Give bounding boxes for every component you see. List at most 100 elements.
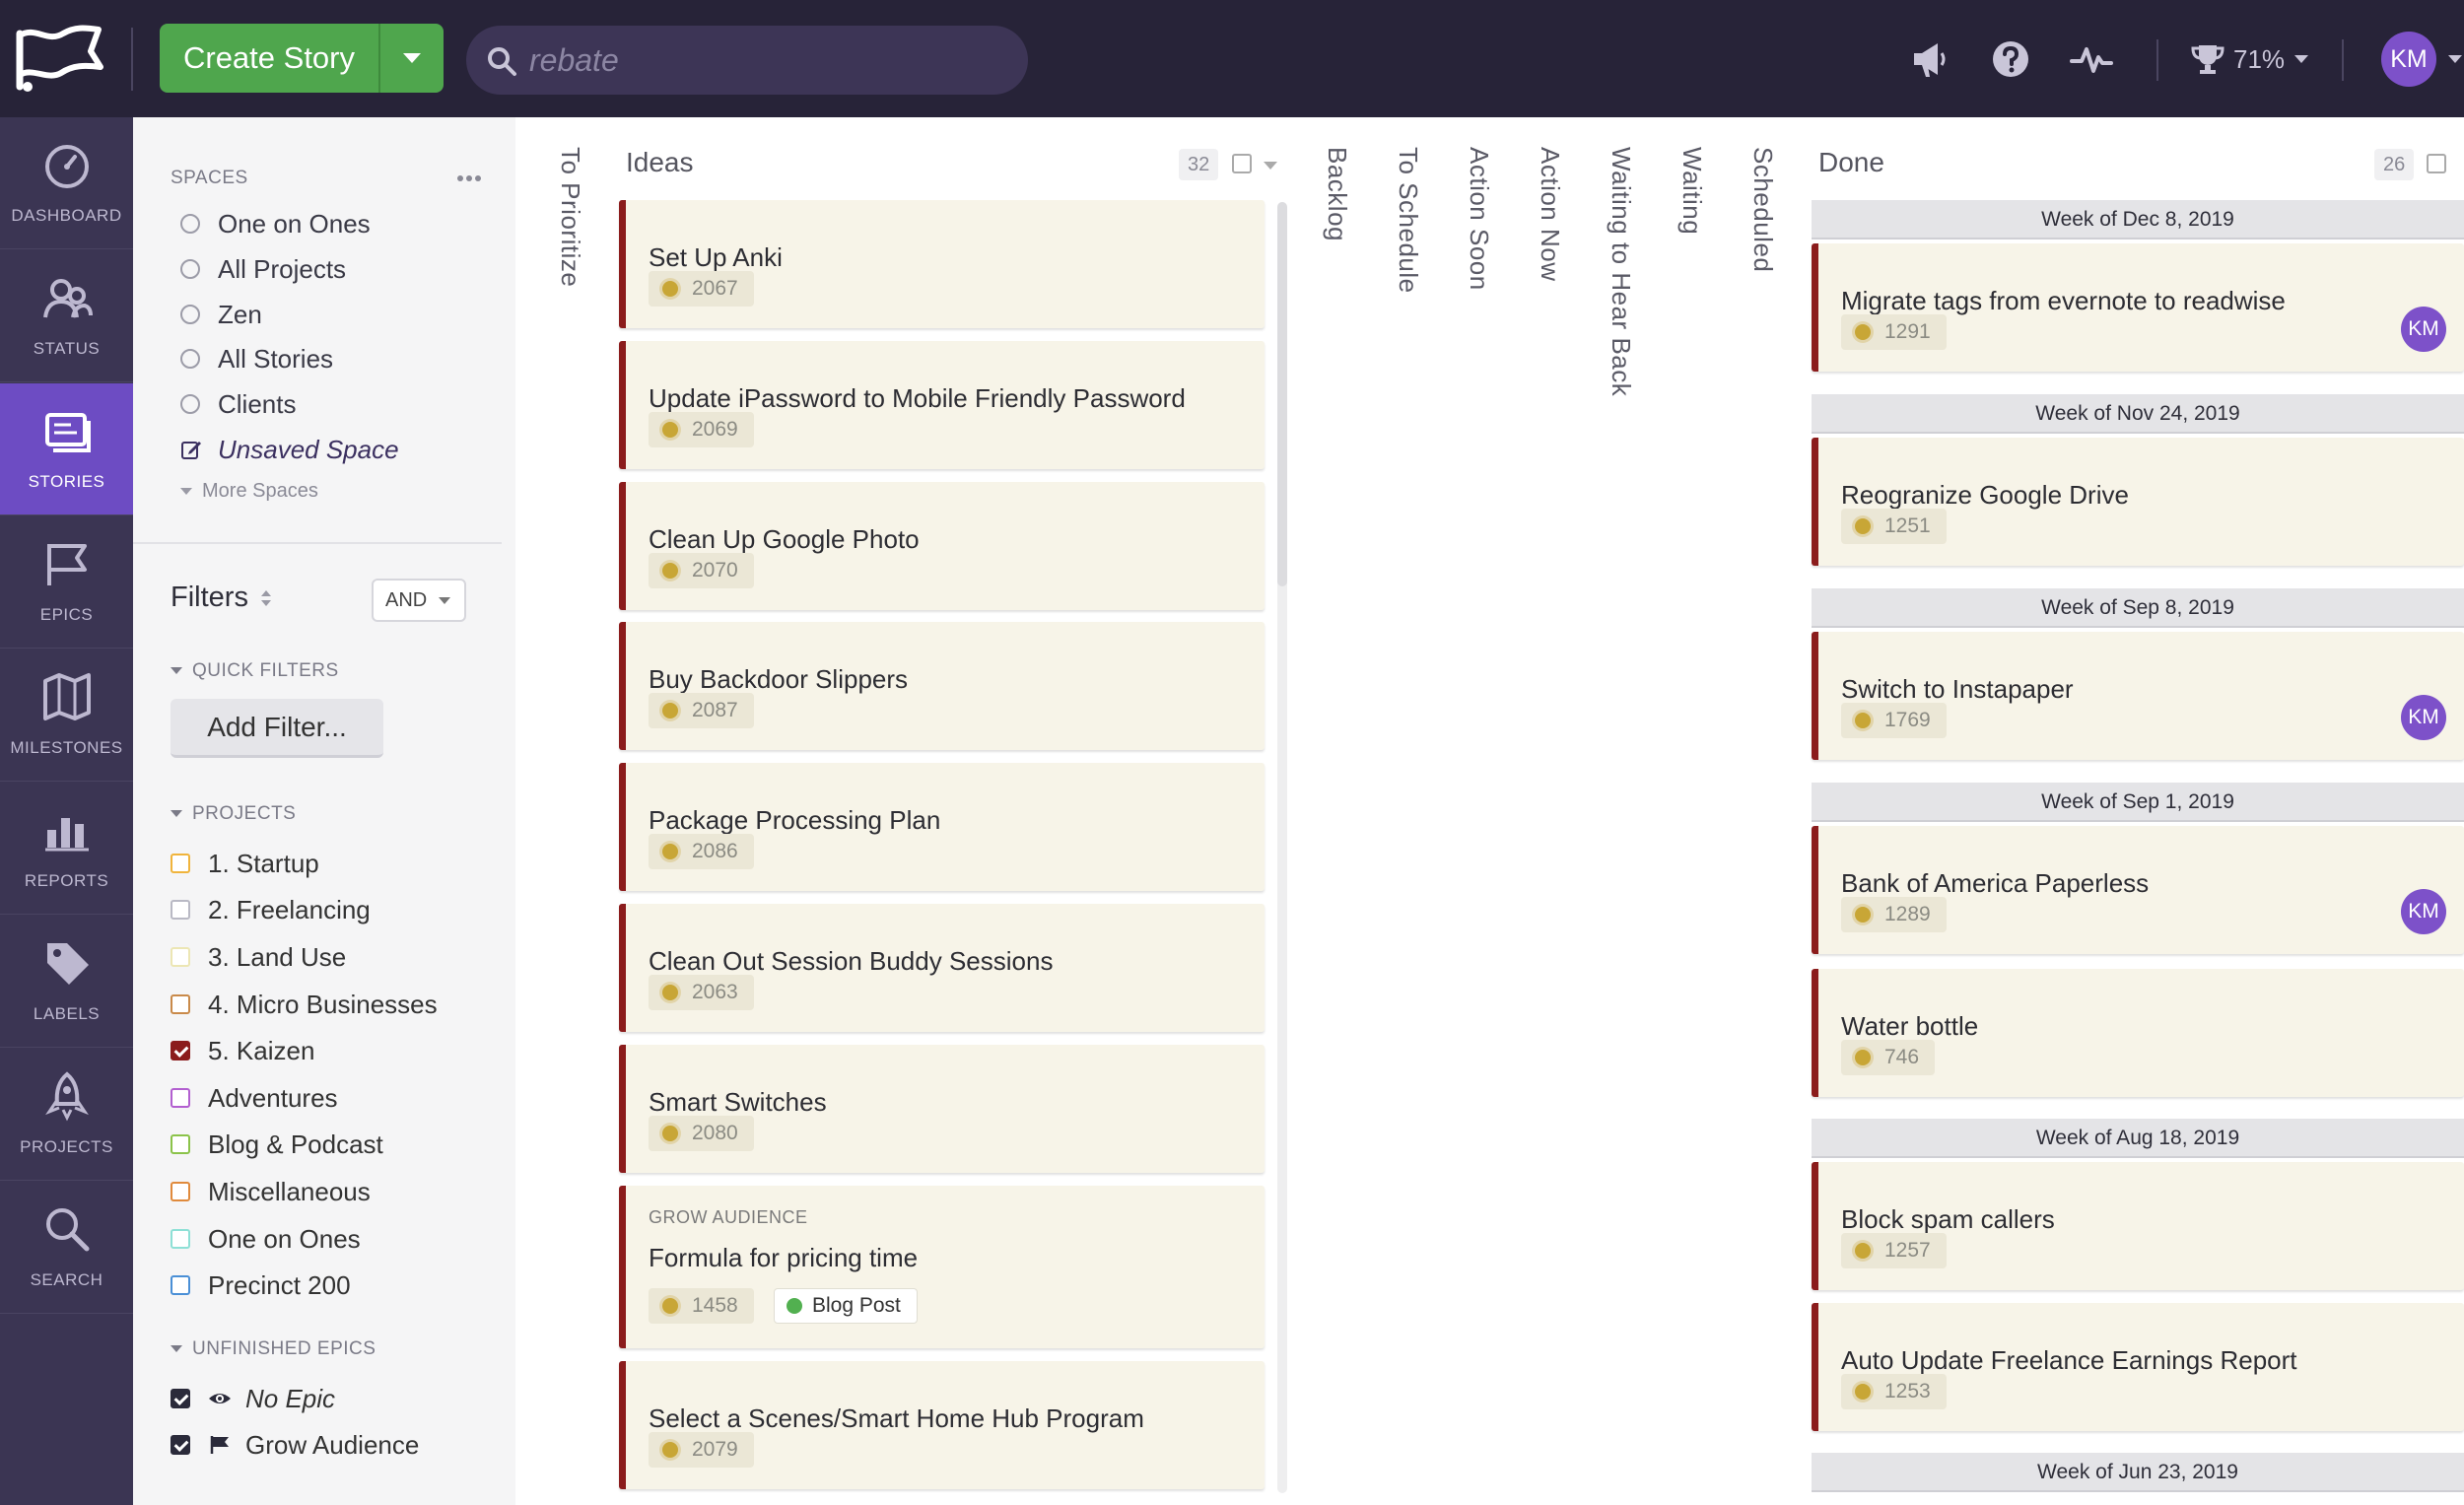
project-filter-item[interactable]: Miscellaneous [171,1172,371,1211]
owner-avatar[interactable]: KM [2401,889,2446,934]
column-to-schedule[interactable]: To Schedule [1394,147,1423,294]
activity-icon[interactable] [2070,37,2113,81]
checkbox[interactable] [171,947,190,967]
story-card[interactable]: Block spam callers 1257 [1812,1162,2464,1290]
nav-status[interactable]: STATUS [0,250,133,382]
progress-dropdown[interactable]: 71% [2190,35,2309,83]
project-filter-item[interactable]: 3. Land Use [171,937,346,977]
story-card[interactable]: Buy Backdoor Slippers 2087 [619,622,1265,750]
project-filter-item[interactable]: Blog & Podcast [171,1125,383,1164]
story-card[interactable]: Set Up Anki 2067 [619,200,1265,328]
checkbox[interactable] [171,994,190,1014]
more-options-icon[interactable] [456,174,482,182]
chevron-down-icon[interactable] [1264,162,1277,170]
scrollbar-thumb[interactable] [1277,202,1287,586]
filter-mode-select[interactable]: AND [372,579,466,622]
checkbox[interactable] [171,1229,190,1249]
space-item[interactable]: Clients [180,384,296,424]
project-filter-item[interactable]: One on Ones [171,1219,361,1259]
user-avatar[interactable]: KM [2381,32,2436,87]
project-filter-item[interactable]: 2. Freelancing [171,890,371,929]
nav-dashboard[interactable]: DASHBOARD [0,117,133,249]
create-story-label[interactable]: Create Story [160,24,380,93]
column-select-checkbox[interactable] [2427,154,2446,173]
column-action-now[interactable]: Action Now [1536,147,1565,282]
story-card[interactable]: Clean Out Session Buddy Sessions 2063 [619,904,1265,1032]
column-title-ideas[interactable]: Ideas [626,147,694,177]
quick-filters-title[interactable]: QUICK FILTERS [171,660,339,682]
radio-button[interactable] [180,259,200,279]
radio-button[interactable] [180,394,200,414]
add-filter-button[interactable]: Add Filter... [171,699,383,758]
projects-title[interactable]: PROJECTS [171,803,296,825]
story-card[interactable]: Smart Switches 2080 [619,1045,1265,1173]
checkbox-checked[interactable] [171,1435,190,1455]
column-waiting[interactable]: Waiting [1677,147,1707,236]
nav-reports[interactable]: REPORTS [0,783,133,915]
checkbox[interactable] [171,1182,190,1201]
checkbox[interactable] [171,1088,190,1108]
story-card[interactable]: Select a Scenes/Smart Home Hub Program 2… [619,1361,1265,1489]
story-card[interactable]: Auto Update Freelance Earnings Report 12… [1812,1303,2464,1431]
nav-search[interactable]: SEARCH [0,1182,133,1314]
space-item-unsaved[interactable]: Unsaved Space [180,430,399,469]
checkbox[interactable] [171,900,190,920]
ideas-scrollbar[interactable] [1277,202,1287,1493]
radio-button[interactable] [180,349,200,369]
column-select-checkbox[interactable] [1232,154,1252,173]
story-card[interactable]: Package Processing Plan 2086 [619,763,1265,891]
project-filter-item[interactable]: Precinct 200 [171,1266,351,1305]
search-box[interactable] [466,26,1028,95]
checkbox-checked[interactable] [171,1389,190,1408]
logo-flag-icon[interactable] [14,22,104,93]
space-item[interactable]: One on Ones [180,204,371,243]
checkbox[interactable] [171,1275,190,1295]
story-card[interactable]: Reogranize Google Drive 1251 [1812,438,2464,566]
project-filter-item[interactable]: 4. Micro Businesses [171,985,438,1024]
chevron-down-icon[interactable] [2448,55,2462,63]
create-story-dropdown[interactable] [380,24,444,93]
radio-button[interactable] [180,305,200,324]
space-item[interactable]: Zen [180,295,262,334]
column-scheduled[interactable]: Scheduled [1748,147,1778,273]
radio-button[interactable] [180,214,200,234]
nav-labels[interactable]: LABELS [0,916,133,1048]
story-card[interactable]: Switch to Instapaper 1769 KM [1812,632,2464,760]
epic-filter-item[interactable]: No Epic [171,1379,335,1418]
epics-title[interactable]: UNFINISHED EPICS [171,1338,376,1360]
project-filter-item[interactable]: 1. Startup [171,844,319,883]
checkbox[interactable] [171,1134,190,1154]
space-item[interactable]: All Stories [180,339,333,378]
space-item[interactable]: All Projects [180,249,346,289]
nav-projects[interactable]: PROJECTS [0,1049,133,1181]
story-card[interactable]: Bank of America Paperless 1289 KM [1812,826,2464,954]
epic-filter-item[interactable]: Grow Audience [171,1425,419,1465]
story-label-badge[interactable]: Blog Post [774,1288,918,1324]
owner-avatar[interactable]: KM [2401,695,2446,740]
megaphone-icon[interactable] [1908,37,1951,81]
nav-milestones[interactable]: MILESTONES [0,650,133,782]
column-backlog[interactable]: Backlog [1323,147,1352,241]
search-input[interactable] [529,26,1002,95]
story-card[interactable]: Water bottle 746 [1812,969,2464,1097]
nav-label: MILESTONES [10,738,123,757]
column-waiting-to-hear-back[interactable]: Waiting to Hear Back [1607,147,1636,397]
filters-title[interactable]: Filters [171,581,272,614]
column-title-done[interactable]: Done [1818,147,1884,177]
nav-stories[interactable]: STORIES [0,383,133,515]
owner-avatar[interactable]: KM [2401,307,2446,352]
help-icon[interactable] [1989,37,2032,81]
story-card[interactable]: Clean Up Google Photo 2070 [619,482,1265,610]
story-card[interactable]: GROW AUDIENCE Formula for pricing time 1… [619,1186,1265,1348]
checkbox-checked[interactable] [171,1041,190,1060]
project-filter-item[interactable]: 5. Kaizen [171,1031,314,1070]
checkbox[interactable] [171,854,190,873]
create-story-button[interactable]: Create Story [160,24,444,93]
column-action-soon[interactable]: Action Soon [1465,147,1494,291]
more-spaces-toggle[interactable]: More Spaces [180,480,318,503]
nav-epics[interactable]: EPICS [0,516,133,649]
story-card[interactable]: Update iPassword to Mobile Friendly Pass… [619,341,1265,469]
story-card[interactable]: Migrate tags from evernote to readwise 1… [1812,243,2464,372]
project-filter-item[interactable]: Adventures [171,1078,338,1118]
column-to-prioritize[interactable]: To Prioritize [556,147,585,288]
